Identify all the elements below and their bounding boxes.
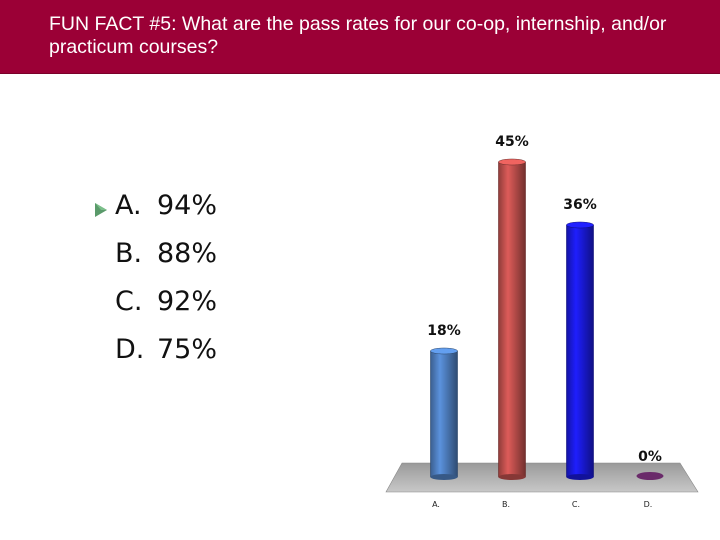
option-value: 75%: [157, 334, 218, 365]
option-letter: A.: [115, 190, 142, 221]
option-letter: B.: [115, 238, 143, 269]
bar-b: [498, 161, 526, 478]
bar-a: [430, 350, 458, 478]
category-label: A.: [432, 500, 440, 509]
title-bar: FUN FACT #5: What are the pass rates for…: [0, 0, 720, 74]
bar-base: [430, 474, 458, 480]
category-label: D.: [644, 500, 653, 509]
option-value: 88%: [157, 238, 218, 269]
results-bar-chart: 18% 45% 36% 0% A. B. C. D.: [385, 134, 699, 509]
bar-d: [636, 472, 664, 480]
bar-top: [430, 347, 458, 355]
option-value: 94%: [157, 190, 218, 221]
slide-title: FUN FACT #5: What are the pass rates for…: [49, 13, 667, 58]
option-b: B. 88%: [93, 238, 293, 278]
data-label: 45%: [495, 134, 529, 150]
option-letter: D.: [115, 334, 145, 365]
option-letter: C.: [115, 286, 143, 317]
option-a: A. 94%: [93, 190, 293, 230]
bar-top: [566, 221, 594, 229]
bar-base: [566, 474, 594, 480]
data-label: 0%: [638, 449, 662, 465]
bar-c: [566, 224, 594, 478]
option-c: C. 92%: [93, 286, 293, 326]
data-label: 18%: [427, 323, 461, 339]
arrow-bullet-icon: [95, 203, 107, 217]
option-value: 92%: [157, 286, 218, 317]
data-label: 36%: [563, 197, 597, 213]
bar-top: [498, 158, 526, 166]
bar-base: [498, 474, 526, 480]
category-label: B.: [502, 500, 510, 509]
category-label: C.: [572, 500, 580, 509]
option-d: D. 75%: [93, 334, 293, 374]
